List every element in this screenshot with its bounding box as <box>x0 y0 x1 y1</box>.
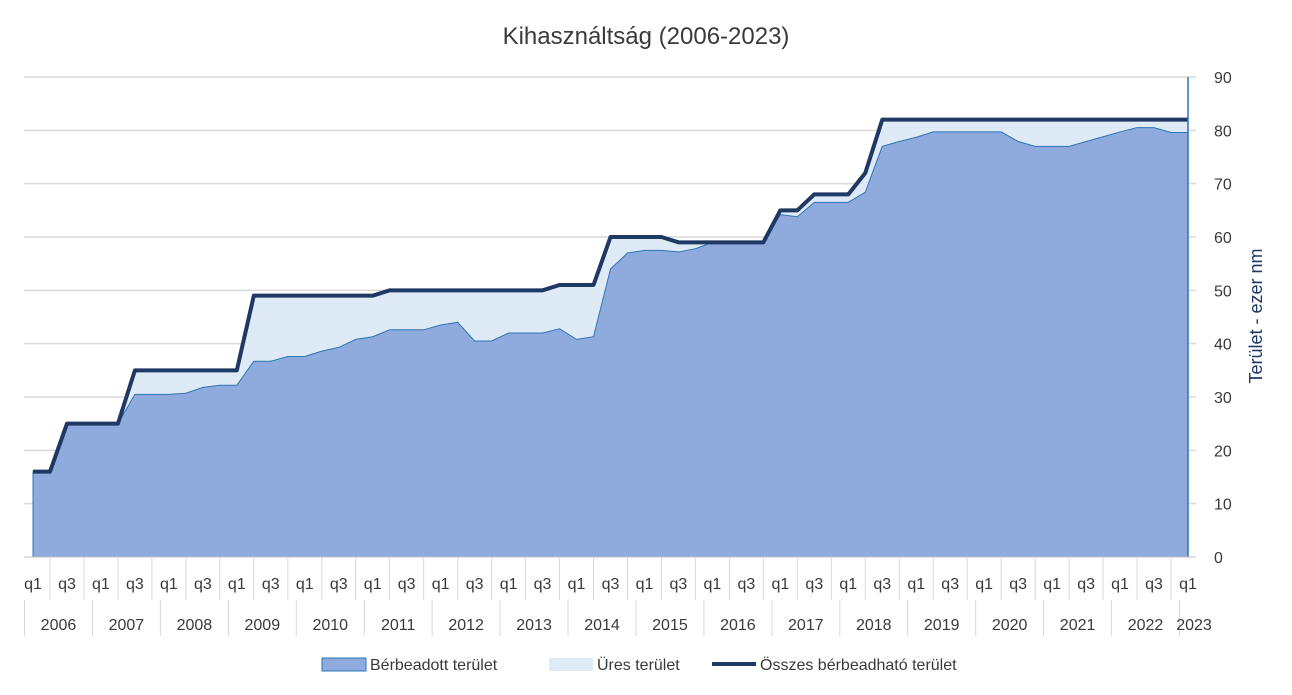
y-tick-label: 30 <box>1214 390 1232 407</box>
x-tick-label-quarter: q3 <box>194 576 212 593</box>
x-tick-label-quarter: q3 <box>1145 576 1163 593</box>
x-axis: q1 q3 q1 q3 q1 q3 q1 q3 q1 q3 q1 q3 q1 q3 q1 q3 q1 q3 q1 q3… <box>24 556 1212 636</box>
x-tick-label-year: 2014 <box>584 617 620 634</box>
x-tick-label-quarter: q1 <box>907 576 925 593</box>
legend-label: Összes bérbeadható terület <box>760 656 957 674</box>
x-tick-label-quarter: q1 <box>975 576 993 593</box>
x-tick-label-quarter: q1 <box>771 576 789 593</box>
x-tick-label-year: 2012 <box>448 617 484 634</box>
plot-area <box>32 117 1189 558</box>
x-tick-label-quarter: q1 <box>636 576 654 593</box>
x-tick-label-year: 2020 <box>992 617 1028 634</box>
x-tick-label-year: 2021 <box>1060 617 1096 634</box>
series-line-osszes-berbeadhato-terulet <box>33 117 1188 474</box>
x-tick-label-quarter: q1 <box>92 576 110 593</box>
x-tick-label-year: 2018 <box>856 617 892 634</box>
y-tick-label: 50 <box>1214 283 1232 300</box>
x-tick-label-quarter: q3 <box>873 576 891 593</box>
x-tick-label-quarter: q3 <box>805 576 823 593</box>
x-tick-label-quarter: q3 <box>602 576 620 593</box>
x-tick-label-year: 2023 <box>1176 617 1212 634</box>
x-tick-label-quarter: q1 <box>704 576 722 593</box>
x-tick-label-quarter: q1 <box>1179 576 1197 593</box>
x-tick-label-year: 2007 <box>109 617 145 634</box>
legend-label: Üres terület <box>597 656 680 674</box>
x-tick-label-quarter: q1 <box>1043 576 1061 593</box>
legend: Bérbeadott terület Üres terület Összes bér… <box>321 656 957 674</box>
y-tick-label: 60 <box>1214 230 1232 247</box>
legend-swatch <box>549 658 593 671</box>
x-tick-label-quarter: q3 <box>126 576 144 593</box>
x-tick-label-quarter: q3 <box>58 576 76 593</box>
x-tick-label-quarter: q3 <box>534 576 552 593</box>
y-tick-label: 10 <box>1214 497 1232 514</box>
x-tick-label-quarter: q1 <box>500 576 518 593</box>
legend-item-osszes-berbeadhato-terulet: Összes bérbeadható terület <box>712 656 957 674</box>
legend-item-berbeadott-terulet: Bérbeadott terület <box>321 657 498 674</box>
x-tick-label-quarter: q1 <box>364 576 382 593</box>
x-tick-label-year: 2017 <box>788 617 824 634</box>
y-tick-label: 40 <box>1214 337 1232 354</box>
x-tick-label-year: 2006 <box>41 617 77 634</box>
x-tick-label-year: 2013 <box>516 617 552 634</box>
x-tick-label-year: 2019 <box>924 617 960 634</box>
chart-title: Kihasználtság (2006-2023) <box>503 23 790 50</box>
legend-swatch <box>321 657 367 672</box>
x-tick-label-year: 2015 <box>652 617 688 634</box>
x-tick-label-quarter: q1 <box>1111 576 1129 593</box>
x-tick-label-year: 2008 <box>177 617 213 634</box>
y-tick-label: 20 <box>1214 443 1232 460</box>
y-tick-label: 0 <box>1214 550 1223 567</box>
x-tick-label-quarter: q1 <box>160 576 178 593</box>
y-tick-label: 90 <box>1214 70 1232 87</box>
x-tick-label-quarter: q1 <box>568 576 586 593</box>
y-axis: 0 10 20 30 40 50 60 70 80 90 <box>1187 70 1232 567</box>
x-tick-label-quarter: q3 <box>330 576 348 593</box>
x-tick-label-quarter: q3 <box>398 576 416 593</box>
x-tick-label-quarter: q3 <box>262 576 280 593</box>
x-tick-label-year: 2009 <box>245 617 281 634</box>
x-tick-label-quarter: q1 <box>296 576 314 593</box>
y-tick-label: 70 <box>1214 177 1232 194</box>
legend-item-ures-terulet: Üres terület <box>549 656 680 674</box>
x-tick-label-quarter: q1 <box>228 576 246 593</box>
legend-label: Bérbeadott terület <box>370 657 498 674</box>
y-tick-label: 80 <box>1214 123 1232 140</box>
x-tick-label-year: 2016 <box>720 617 756 634</box>
x-tick-label-quarter: q3 <box>941 576 959 593</box>
x-tick-label-quarter: q1 <box>432 576 450 593</box>
series-area-berbeadott-terulet <box>32 127 1189 558</box>
x-tick-label-year: 2011 <box>381 617 416 634</box>
x-tick-label-quarter: q3 <box>466 576 484 593</box>
x-tick-label-quarter: q3 <box>670 576 688 593</box>
y-axis-label: Terület - ezer nm <box>1246 248 1266 383</box>
x-tick-label-quarter: q1 <box>839 576 857 593</box>
x-tick-label-quarter: q3 <box>737 576 755 593</box>
x-tick-label-quarter: q1 <box>24 576 42 593</box>
x-tick-label-quarter: q3 <box>1077 576 1095 593</box>
x-tick-label-quarter: q3 <box>1009 576 1027 593</box>
x-tick-label-year: 2010 <box>312 617 348 634</box>
x-tick-label-year: 2022 <box>1128 617 1164 634</box>
